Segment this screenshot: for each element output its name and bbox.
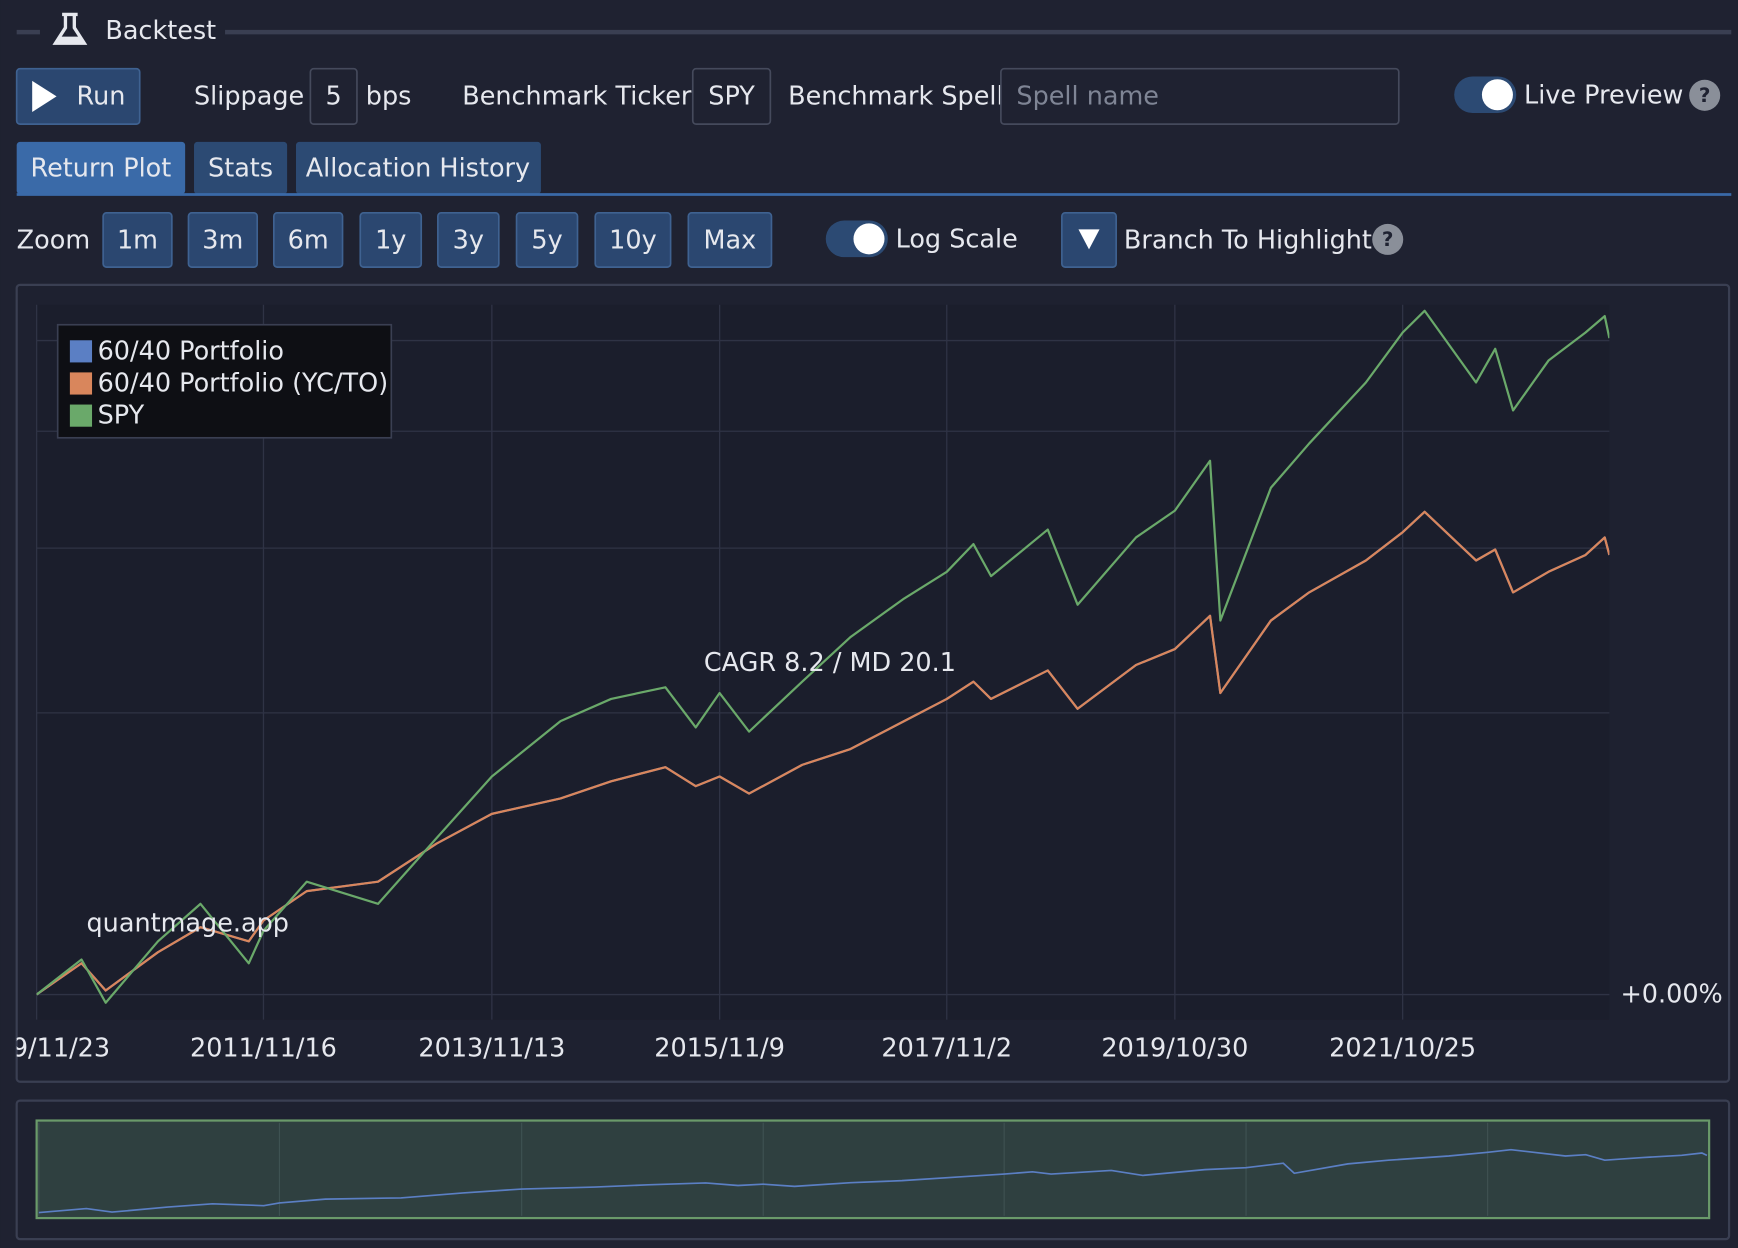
series-lines (36, 309, 1610, 1004)
legend-entry: 60/40 Portfolio (98, 336, 284, 366)
tab-label[interactable]: Allocation History (306, 154, 530, 184)
help-icon[interactable] (1372, 223, 1404, 255)
slippage-label: Slippage (194, 82, 304, 112)
tab-label[interactable]: Stats (208, 154, 273, 184)
tab-active[interactable] (16, 141, 186, 194)
x-tick-label: 2017/11/2 (881, 1034, 1012, 1064)
zoom-button[interactable] (359, 211, 423, 268)
slippage-input[interactable] (309, 67, 358, 125)
chart-area: 2009/11/23 2011/11/16 2013/11/13 2015/11/9 2… (0, 304, 1723, 1064)
navigator-line (38, 1148, 1708, 1214)
benchmark-ticker[interactable]: SPY (708, 82, 755, 112)
zoom-option[interactable]: 6m (288, 226, 329, 256)
zoom-option[interactable]: 5y (531, 226, 562, 256)
help-icon[interactable] (1689, 79, 1721, 111)
legend-swatch (69, 372, 93, 395)
benchmark-spell-placeholder[interactable]: Spell name (1016, 82, 1159, 112)
zoom-button[interactable] (102, 211, 173, 268)
tab-label[interactable]: Return Plot (31, 154, 172, 184)
zoom-option[interactable]: 10y (609, 226, 657, 256)
legend-box (56, 323, 393, 439)
series-line (36, 309, 1610, 1004)
log-scale-label: Log Scale (896, 225, 1018, 255)
benchmark-ticker-label: Benchmark Ticker (462, 82, 692, 112)
navigator (38, 1122, 1708, 1216)
x-tick-label: 2013/11/13 (418, 1034, 565, 1064)
legend-swatch (69, 340, 93, 363)
legend-entry: 60/40 Portfolio (YC/TO) (98, 369, 389, 399)
x-tick-label: 2019/10/30 (1101, 1034, 1248, 1064)
help-mark[interactable]: ? (1382, 227, 1394, 251)
benchmark-spell-input[interactable] (1000, 67, 1400, 125)
benchmark-ticker-input[interactable] (691, 67, 772, 125)
toggle-knob[interactable] (1481, 79, 1513, 111)
watermark: quantmage.app (87, 908, 289, 938)
toggle-knob[interactable] (853, 223, 885, 255)
zoom-option[interactable]: Max (704, 226, 757, 256)
zoom-button[interactable] (437, 211, 500, 268)
annotation: CAGR 8.2 / MD 20.1 (704, 648, 956, 678)
log-scale-toggle[interactable] (825, 220, 888, 258)
zoom-option[interactable]: 3y (453, 226, 484, 256)
legend-entry: SPY (98, 401, 145, 431)
legend-swatch (69, 404, 93, 427)
slippage-unit: bps (366, 82, 412, 112)
zoom-button[interactable] (272, 211, 344, 268)
navigator-window[interactable] (35, 1119, 1711, 1220)
y-tick-label: +0.00% (1620, 980, 1722, 1010)
flask-fill (55, 36, 85, 44)
branch-label: Branch To Highlight (1124, 226, 1372, 256)
tab[interactable] (194, 141, 288, 194)
zoom-option[interactable]: 1m (117, 226, 158, 256)
chart: 2009/11/23 2011/11/16 2013/11/13 2015/11/9 2… (0, 304, 1723, 1064)
x-tick-label: 2009/11/23 (0, 1034, 110, 1064)
zoom-button[interactable] (515, 211, 579, 268)
benchmark-spell-label: Benchmark Spell (788, 82, 1003, 112)
series-line (36, 510, 1610, 996)
zoom-option[interactable]: 1y (375, 226, 406, 256)
x-tick-label: 2011/11/16 (190, 1034, 337, 1064)
zoom-option[interactable]: 3m (202, 226, 243, 256)
live-preview-toggle[interactable] (1454, 76, 1517, 114)
zoom-buttons: 1m 3m 6m 1y 3y 5y 10y Max (102, 211, 773, 268)
zoom-button[interactable] (187, 211, 259, 268)
slippage-value[interactable]: 5 (326, 82, 342, 112)
x-tick-label: 2015/11/9 (654, 1034, 785, 1064)
live-preview-label: Live Preview (1524, 80, 1683, 110)
dropdown-arrow[interactable] (1078, 229, 1100, 250)
zoom-button[interactable] (687, 211, 773, 268)
zoom-label: Zoom (17, 226, 90, 256)
x-tick-label: 2021/10/25 (1329, 1034, 1476, 1064)
run-button-bg[interactable] (15, 67, 141, 125)
help-mark[interactable]: ? (1699, 83, 1711, 107)
zoom-button[interactable] (594, 211, 672, 268)
run-button[interactable]: Run (15, 67, 141, 125)
run-label[interactable]: Run (77, 82, 126, 112)
tab[interactable] (295, 141, 541, 194)
play-icon[interactable] (32, 80, 57, 112)
header-title: Backtest (105, 16, 216, 46)
